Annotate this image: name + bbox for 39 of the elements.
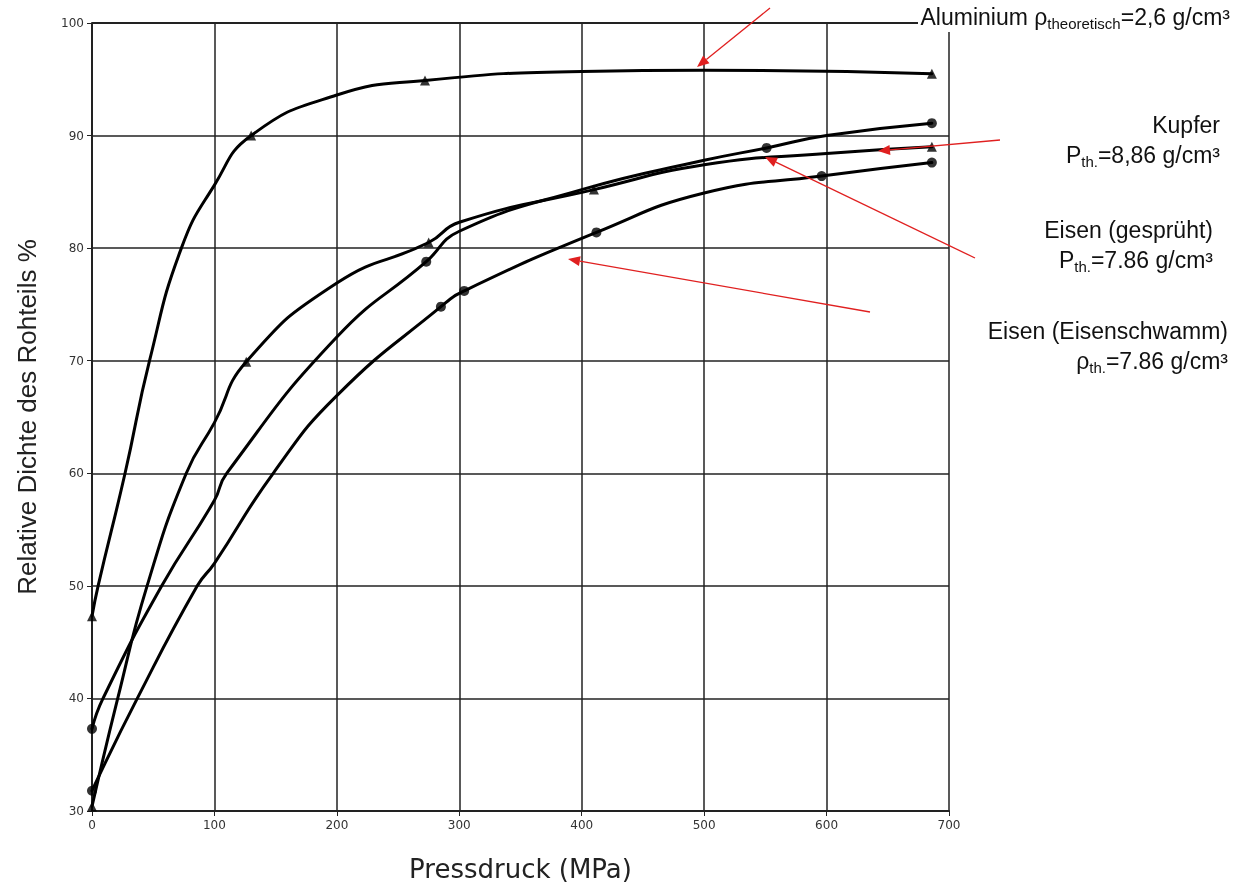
x-tick-label: 200 xyxy=(325,818,349,832)
point xyxy=(816,171,827,182)
x-axis-title: Pressdruck (MPa) xyxy=(409,854,632,884)
point xyxy=(246,130,257,141)
text: Eisen (Eisenschwamm) ρ$_{th.}$=7.86 g/cm³ xyxy=(985,316,1230,376)
point xyxy=(423,237,434,248)
x-tick-label: 0 xyxy=(88,818,96,832)
point xyxy=(926,157,937,168)
y-tick-label: 70 xyxy=(68,353,84,368)
x-tick-label: 600 xyxy=(815,818,839,832)
text: Eisen (gesprüht) P$_{th.}$=7.86 g/cm³ xyxy=(1042,215,1215,275)
y-tick-label: 100 xyxy=(61,16,84,30)
point xyxy=(87,801,97,812)
point xyxy=(421,256,432,267)
y-tick-label: 50 xyxy=(68,578,84,593)
y-tick-label: 80 xyxy=(68,241,84,256)
annotation: Aluminium ρ$_{theoretisch}$=2,6 g/cm³ xyxy=(918,2,1232,32)
point xyxy=(761,142,772,153)
y-tick-label: 90 xyxy=(68,128,84,143)
x-tick-label: 100 xyxy=(202,818,226,832)
y-axis-title: Relative Dichte des Rohteils % xyxy=(12,239,42,595)
point xyxy=(87,785,97,796)
point xyxy=(588,184,599,195)
point xyxy=(435,301,446,312)
point xyxy=(926,68,937,79)
x-tick-label: 400 xyxy=(570,818,594,832)
x-tick-label: 300 xyxy=(447,818,471,832)
point xyxy=(459,285,470,296)
text: Kupfer P$_{th.}$=8,86 g/cm³ xyxy=(1065,112,1220,170)
y-tick-label: 30 xyxy=(68,804,84,818)
y-tick-label: 40 xyxy=(68,691,84,706)
point xyxy=(926,118,937,129)
x-tick-label: 500 xyxy=(692,818,716,832)
point xyxy=(241,356,252,367)
point xyxy=(87,723,97,734)
x-tick-label: 700 xyxy=(937,818,961,832)
point xyxy=(420,75,431,86)
point xyxy=(591,227,602,238)
y-tick-label: 60 xyxy=(68,466,84,481)
